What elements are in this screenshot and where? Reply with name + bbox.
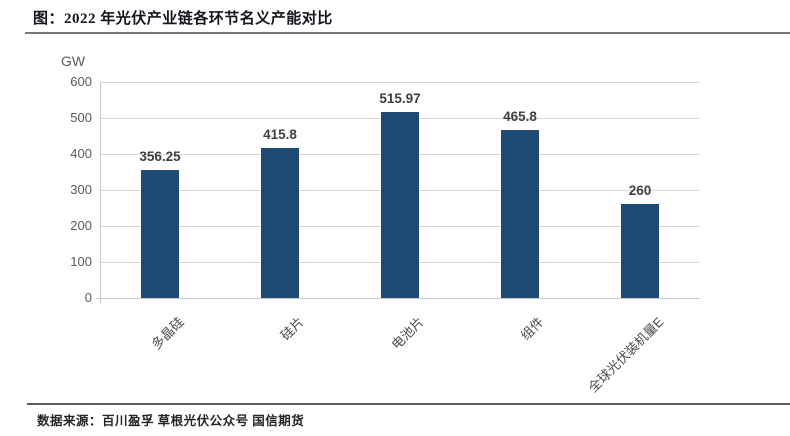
x-category-label: 硅片 (277, 314, 307, 344)
bar (621, 204, 659, 298)
bar-value-label: 515.97 (379, 91, 421, 107)
data-source-note: 数据来源：百川盈孚 草根光伏公众号 国信期货 (37, 414, 305, 428)
chart-title: 图：2022 年光伏产业链各环节名义产能对比 (33, 11, 333, 27)
y-axis-line (100, 82, 101, 303)
y-tick-label: 0 (84, 290, 92, 305)
bar-value-label: 415.8 (263, 127, 297, 143)
y-tick-label: 400 (70, 146, 92, 161)
bar (141, 169, 179, 298)
y-axis-unit-label: GW (61, 53, 86, 69)
x-category-label: 全球光伏装机量E (585, 314, 667, 396)
bar (501, 130, 539, 298)
bar-value-label: 465.8 (503, 109, 537, 125)
x-axis-line (96, 298, 700, 299)
x-category-label: 组件 (517, 314, 547, 344)
top-divider (25, 32, 790, 34)
y-tick-label: 600 (70, 74, 92, 89)
bar (261, 148, 299, 298)
y-tick-label: 300 (70, 182, 92, 197)
y-tick-label: 100 (70, 254, 92, 269)
bar-value-label: 356.25 (139, 148, 181, 164)
bar (381, 112, 419, 298)
x-category-label: 多晶硅 (148, 314, 187, 353)
y-tick-label: 200 (70, 218, 92, 233)
x-category-label: 电池片 (388, 314, 427, 353)
bottom-divider (27, 403, 790, 405)
gridline (100, 82, 700, 83)
bar-value-label: 260 (628, 183, 652, 199)
y-tick-label: 500 (70, 110, 92, 125)
